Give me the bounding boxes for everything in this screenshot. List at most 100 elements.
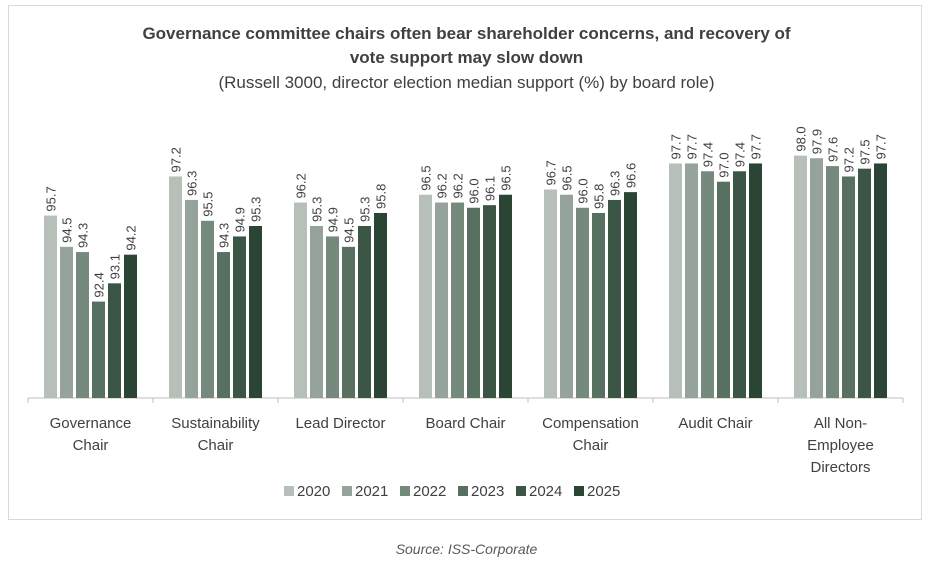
- data-label: 96.2: [435, 173, 450, 198]
- data-label: 96.2: [294, 173, 309, 198]
- legend-label: 2024: [529, 483, 562, 500]
- legend-label: 2025: [587, 483, 620, 500]
- bar-2023: [842, 176, 855, 398]
- data-label: 96.3: [608, 171, 623, 196]
- data-label: 97.7: [874, 134, 889, 159]
- bar-2024: [733, 171, 746, 398]
- legend-swatch-2022: [400, 486, 410, 496]
- category-label: Chair: [573, 437, 609, 454]
- bar-2022: [451, 202, 464, 398]
- bar-2022: [826, 166, 839, 398]
- data-label: 94.3: [217, 223, 232, 248]
- legend-label: 2022: [413, 483, 446, 500]
- category-label: Chair: [198, 437, 234, 454]
- bar-2021: [435, 202, 448, 398]
- data-label: 96.3: [185, 171, 200, 196]
- category-label: Board Chair: [425, 415, 505, 432]
- data-label: 96.0: [467, 178, 482, 203]
- legend-label: 2021: [355, 483, 388, 500]
- bar-2021: [185, 199, 198, 398]
- bar-2021: [810, 158, 823, 398]
- data-label: 95.3: [358, 197, 373, 222]
- legend-label: 2020: [297, 483, 330, 500]
- data-label: 96.5: [499, 165, 514, 190]
- data-label: 95.8: [374, 184, 389, 209]
- bar-2025: [249, 226, 262, 398]
- bar-2023: [467, 207, 480, 398]
- bar-2024: [483, 205, 496, 398]
- category-label: All Non-: [814, 415, 867, 432]
- data-label: 97.7: [685, 134, 700, 159]
- legend-swatch-2025: [574, 486, 584, 496]
- data-label: 97.2: [169, 147, 184, 172]
- data-label: 96.2: [451, 173, 466, 198]
- bar-2023: [717, 181, 730, 398]
- bar-2021: [60, 246, 73, 398]
- data-label: 95.3: [249, 197, 264, 222]
- data-label: 94.3: [76, 223, 91, 248]
- bar-2021: [310, 226, 323, 398]
- bar-2020: [294, 202, 307, 398]
- category-label: Governance: [50, 415, 132, 432]
- data-label: 97.7: [749, 134, 764, 159]
- data-label: 94.9: [233, 207, 248, 232]
- data-label: 96.7: [544, 160, 559, 185]
- category-label: Employee: [807, 437, 874, 454]
- bar-2020: [419, 194, 432, 398]
- data-label: 96.0: [576, 178, 591, 203]
- bar-2023: [92, 301, 105, 398]
- bar-2022: [326, 236, 339, 398]
- bar-2023: [592, 212, 605, 398]
- bar-2024: [108, 283, 121, 398]
- data-label: 96.6: [624, 163, 639, 188]
- bar-2025: [124, 254, 137, 398]
- legend-swatch-2020: [284, 486, 294, 496]
- data-label: 95.5: [201, 191, 216, 216]
- chart-subtitle: (Russell 3000, director election median …: [218, 73, 715, 92]
- category-label: Sustainability: [171, 415, 260, 432]
- bar-2022: [701, 171, 714, 398]
- bar-2020: [794, 155, 807, 398]
- bar-2022: [576, 207, 589, 398]
- bar-2024: [233, 236, 246, 398]
- data-label: 92.4: [92, 272, 107, 297]
- data-label: 97.2: [842, 147, 857, 172]
- category-label: Lead Director: [295, 415, 385, 432]
- bar-2022: [76, 252, 89, 398]
- bar-2025: [499, 194, 512, 398]
- category-label: Compensation: [542, 415, 639, 432]
- data-label: 95.3: [310, 197, 325, 222]
- category-label: Directors: [810, 459, 870, 476]
- data-label: 98.0: [794, 126, 809, 151]
- bar-2023: [342, 246, 355, 398]
- category-label: Chair: [73, 437, 109, 454]
- chart-frame: [8, 5, 922, 520]
- data-label: 94.9: [326, 207, 341, 232]
- bar-2020: [169, 176, 182, 398]
- data-label: 93.1: [108, 254, 123, 279]
- legend-swatch-2023: [458, 486, 468, 496]
- data-label: 97.9: [810, 129, 825, 154]
- data-label: 96.5: [560, 165, 575, 190]
- data-label: 95.7: [44, 186, 59, 211]
- bar-2020: [44, 215, 57, 398]
- data-label: 97.0: [717, 152, 732, 177]
- bar-2024: [358, 226, 371, 398]
- bar-2021: [685, 163, 698, 398]
- bar-2025: [624, 192, 637, 398]
- legend-swatch-2024: [516, 486, 526, 496]
- data-label: 95.8: [592, 184, 607, 209]
- source-note: Source: ISS-Corporate: [395, 541, 538, 557]
- data-label: 97.6: [826, 137, 841, 162]
- data-label: 96.5: [419, 165, 434, 190]
- legend-swatch-2021: [342, 486, 352, 496]
- bar-2024: [608, 199, 621, 398]
- bar-2020: [669, 163, 682, 398]
- bar-2022: [201, 220, 214, 398]
- data-label: 94.5: [60, 218, 75, 243]
- bar-2025: [374, 212, 387, 398]
- chart-title-line1: Governance committee chairs often bear s…: [142, 24, 791, 43]
- data-label: 94.2: [124, 225, 139, 250]
- bar-2025: [874, 163, 887, 398]
